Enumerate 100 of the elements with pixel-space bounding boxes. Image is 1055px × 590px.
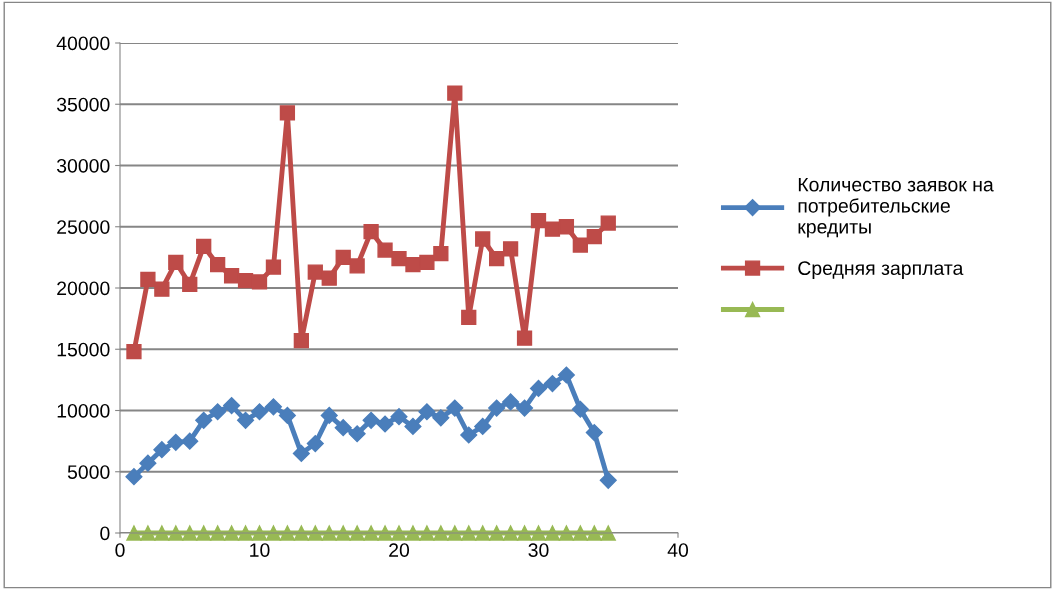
- point: [126, 344, 142, 360]
- point: [475, 525, 491, 541]
- point: [181, 432, 199, 450]
- point: [600, 525, 616, 541]
- point: [139, 454, 157, 472]
- point: [433, 246, 449, 262]
- y-tick-label: 20000: [57, 281, 110, 296]
- point: [461, 525, 477, 541]
- point: [585, 423, 603, 442]
- point: [474, 417, 492, 435]
- point: [278, 406, 296, 424]
- point: [419, 254, 435, 270]
- point: [126, 525, 142, 541]
- point: [530, 525, 547, 541]
- point: [210, 525, 226, 541]
- point: [432, 409, 450, 427]
- point: [405, 257, 421, 273]
- point: [279, 105, 296, 121]
- point: [516, 330, 533, 346]
- point: [223, 397, 241, 415]
- point: [321, 525, 337, 541]
- point: [600, 215, 616, 231]
- point: [377, 525, 393, 541]
- y-tick-label: 40000: [56, 36, 110, 51]
- point: [335, 249, 351, 266]
- point: [586, 228, 602, 245]
- x-tick-label: 0: [115, 543, 125, 557]
- point: [377, 242, 393, 258]
- point: [168, 254, 184, 270]
- point: [293, 525, 309, 541]
- point: [515, 399, 534, 417]
- point: [475, 231, 491, 247]
- point: [447, 85, 463, 101]
- point: [210, 257, 226, 273]
- point: [376, 415, 394, 433]
- point: [153, 441, 171, 459]
- point: [502, 525, 519, 541]
- x-tick-label: 30: [528, 543, 549, 557]
- legend-label: Количество заявок на потребительские кредиты: [798, 177, 994, 238]
- point: [419, 525, 435, 541]
- point: [599, 471, 617, 489]
- point: [307, 525, 323, 541]
- point: [140, 525, 156, 541]
- point: [348, 425, 366, 443]
- point: [237, 273, 254, 289]
- y-tick-label: 10000: [57, 403, 110, 418]
- point: [558, 525, 575, 541]
- point: [250, 403, 269, 421]
- point: [320, 406, 338, 424]
- point: [182, 276, 198, 292]
- point: [182, 525, 198, 541]
- point: [196, 525, 212, 541]
- point: [251, 274, 268, 290]
- y-tick-label: 25000: [57, 220, 110, 234]
- point: [265, 259, 282, 275]
- point: [167, 433, 185, 451]
- point: [572, 525, 588, 541]
- point: [195, 411, 213, 429]
- point: [544, 221, 561, 237]
- point: [363, 525, 379, 541]
- point: [154, 281, 170, 297]
- point: [349, 258, 365, 274]
- x-tick-label: 10: [250, 543, 270, 557]
- point: [264, 398, 283, 416]
- point: [557, 366, 575, 384]
- x-tick-label: 20: [389, 543, 410, 557]
- point: [447, 525, 463, 541]
- point: [236, 411, 255, 429]
- point: [363, 224, 379, 240]
- point: [391, 250, 407, 267]
- point: [405, 525, 421, 541]
- point: [586, 525, 602, 541]
- point: [489, 525, 505, 541]
- point: [390, 408, 408, 426]
- point: [168, 525, 184, 541]
- x-tick-label: 40: [667, 543, 689, 557]
- point: [571, 400, 589, 418]
- point: [349, 525, 365, 541]
- point: [196, 238, 212, 254]
- point: [391, 525, 407, 541]
- point: [461, 309, 477, 326]
- point: [418, 403, 436, 421]
- point: [223, 525, 240, 541]
- point: [209, 403, 227, 421]
- y-tick-label: 35000: [56, 97, 110, 112]
- point: [529, 379, 548, 398]
- point: [265, 525, 282, 541]
- point: [321, 270, 337, 286]
- point: [433, 525, 449, 541]
- point: [279, 525, 296, 541]
- point: [334, 419, 352, 437]
- point: [306, 435, 324, 453]
- point: [502, 241, 519, 257]
- point: [292, 444, 310, 462]
- point: [404, 417, 422, 435]
- point: [530, 212, 547, 229]
- point: [558, 219, 575, 235]
- point: [307, 264, 323, 280]
- point: [251, 525, 268, 541]
- point: [125, 468, 143, 486]
